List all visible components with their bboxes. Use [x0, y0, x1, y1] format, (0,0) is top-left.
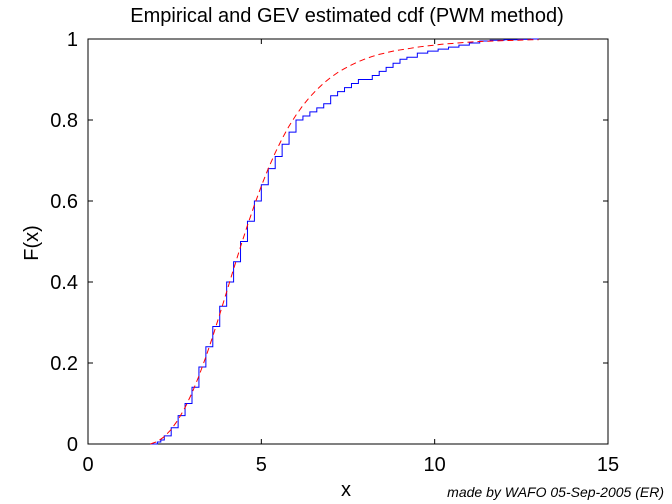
gev-estimated-cdf-line [150, 39, 539, 445]
y-tick-label: 0.2 [50, 353, 78, 375]
plot-area [87, 38, 609, 445]
x-tick-label: 5 [256, 454, 267, 476]
y-tick-label: 0 [67, 434, 78, 456]
y-tick-label: 0.4 [50, 272, 78, 294]
y-tick-label: 0.8 [50, 110, 78, 132]
chart-title: Empirical and GEV estimated cdf (PWM met… [130, 5, 563, 27]
x-tick-label: 0 [82, 454, 93, 476]
empirical-cdf-line [150, 38, 539, 445]
data-series [150, 38, 539, 445]
x-tick-label: 15 [597, 454, 619, 476]
tick-marks [87, 38, 609, 445]
x-axis-label: x [341, 479, 351, 501]
x-tick-label: 10 [424, 454, 446, 476]
x-tick-labels: 0 5 10 15 [82, 454, 619, 476]
y-tick-label: 1 [67, 29, 78, 51]
y-tick-labels: 0 0.2 0.4 0.6 0.8 1 [50, 29, 78, 456]
y-tick-label: 0.6 [50, 191, 78, 213]
y-axis-label: F(x) [21, 225, 43, 261]
credit-text: made by WAFO 05-Sep-2005 (ER) [447, 484, 664, 500]
